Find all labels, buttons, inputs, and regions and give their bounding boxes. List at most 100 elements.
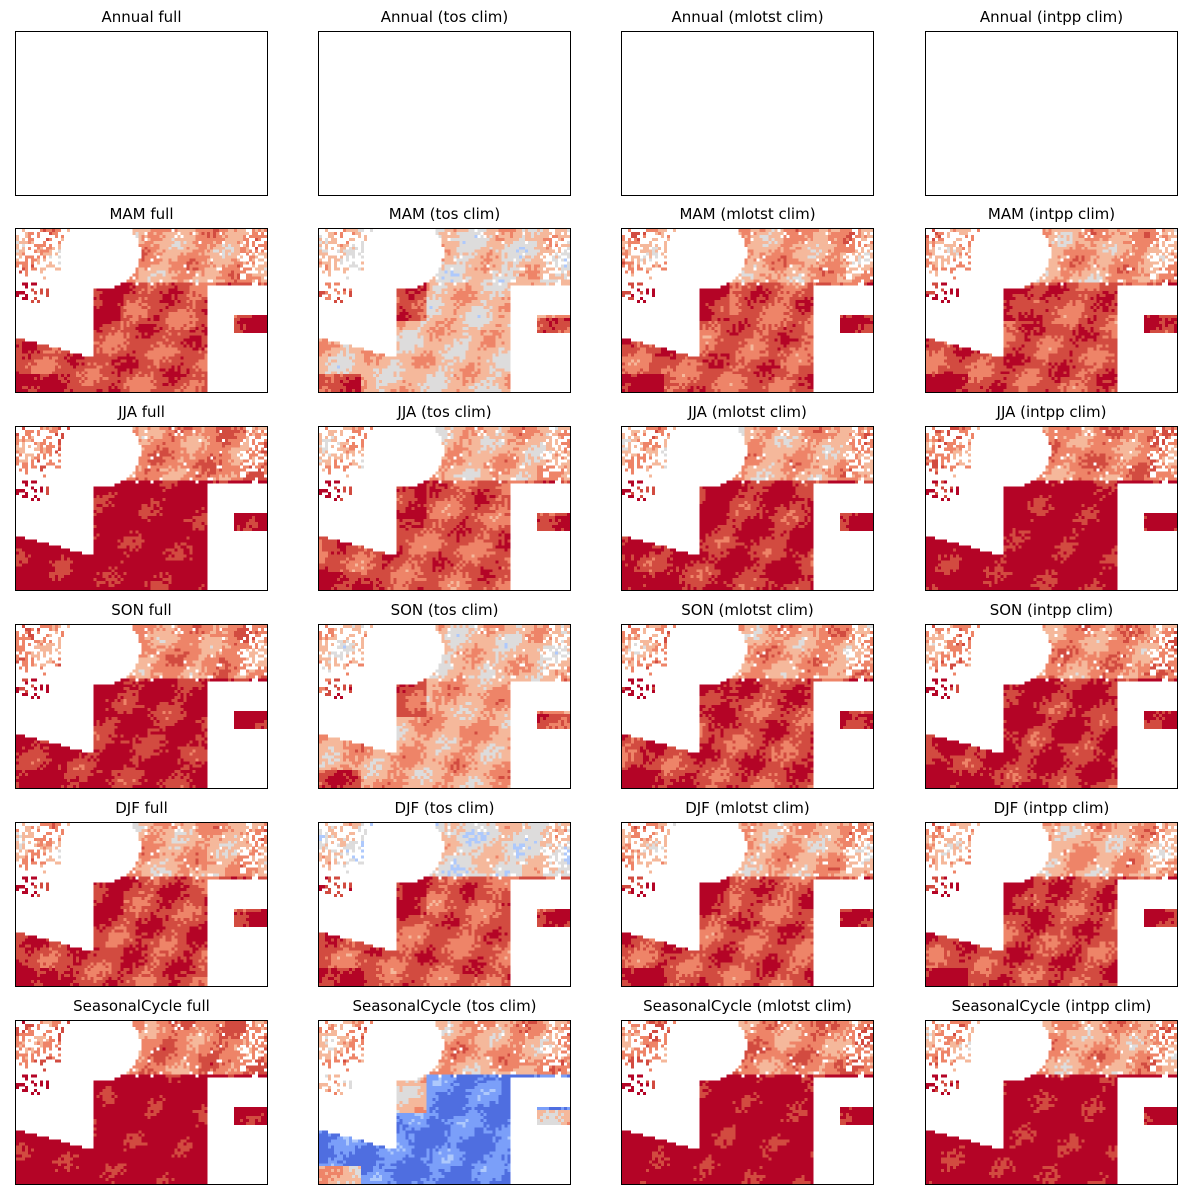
map-cell [450, 356, 454, 360]
map-cell [519, 234, 523, 238]
map-cell [396, 297, 400, 301]
map-cell [24, 347, 29, 351]
map-cell [180, 231, 184, 235]
map-cell [183, 229, 187, 233]
map-cell [405, 350, 409, 354]
map-cell [144, 371, 148, 375]
map-cell [153, 255, 157, 259]
map-cell [141, 291, 145, 295]
map-cell [477, 229, 481, 233]
map-cell [147, 338, 151, 342]
map-cell [93, 329, 97, 333]
map-cell [141, 234, 145, 238]
map-cell [261, 258, 265, 262]
map-cell [405, 314, 409, 318]
map-cell [543, 279, 547, 283]
map-cell [174, 389, 178, 392]
map-cell [159, 309, 163, 313]
map-cell [462, 341, 466, 345]
map-cell [369, 350, 373, 354]
map-cell [102, 329, 106, 333]
map-cell [405, 356, 409, 360]
map-cell [117, 341, 121, 345]
map-panel: Annual (tos clim) [318, 5, 571, 196]
map-cell [513, 282, 517, 286]
map-cell [462, 332, 466, 336]
map-cell [162, 306, 166, 310]
map-cell [120, 386, 124, 390]
map-cell [105, 314, 109, 318]
map-cell [432, 356, 436, 360]
map-cell [486, 270, 490, 274]
map-cell [228, 264, 232, 268]
map-cell [375, 365, 379, 369]
map-cell [429, 350, 433, 354]
map-cell [216, 243, 220, 247]
map-cell [150, 359, 154, 363]
map-cell [222, 261, 226, 265]
map-cell [444, 261, 448, 265]
map-cell [501, 329, 505, 333]
map-cell [486, 306, 490, 310]
map-cell [486, 255, 490, 259]
map-cell [42, 389, 46, 392]
map-cell [522, 249, 526, 253]
map-cell [150, 362, 154, 366]
map-cell [321, 255, 326, 259]
map-cell [159, 359, 163, 363]
map-cell [165, 300, 169, 304]
map-cell [198, 300, 202, 304]
map-cell [438, 234, 442, 238]
map-cell [471, 243, 475, 247]
map-cell [174, 285, 178, 289]
map-cell [132, 229, 136, 233]
map-cell [171, 353, 175, 357]
map-cell [144, 320, 148, 324]
map-cell [246, 240, 250, 244]
map-cell [186, 246, 190, 250]
map-cell [351, 359, 355, 363]
map-cell [75, 353, 79, 357]
map-cell [204, 371, 208, 375]
map-cell [354, 229, 358, 233]
map-cell [117, 356, 121, 360]
map-cell [180, 270, 184, 274]
map-cell [39, 288, 43, 292]
map-cell [399, 311, 403, 316]
map-cell [522, 282, 526, 286]
map-cell [219, 282, 223, 286]
map-cell [195, 314, 199, 318]
map-cell [144, 276, 148, 280]
map-cell [441, 229, 445, 233]
map-cell [150, 332, 154, 336]
map-cell [534, 270, 538, 274]
map-cell [213, 264, 217, 268]
map-cell [201, 380, 205, 384]
map-cell [108, 291, 112, 295]
map-cell [537, 317, 541, 321]
map-cell [507, 264, 511, 268]
map-cell [138, 374, 142, 378]
map-cell [150, 252, 154, 256]
map-cell [342, 350, 346, 354]
map-cell [489, 267, 493, 271]
map-cell [108, 320, 112, 324]
map-cell [456, 285, 460, 289]
map-cell [186, 237, 190, 241]
map-cell [135, 377, 139, 381]
map-cell [441, 362, 445, 366]
map-cell [84, 371, 88, 375]
map-cell [252, 255, 256, 259]
map-cell [510, 273, 514, 277]
map-cell [174, 356, 178, 360]
map-cell [528, 252, 532, 256]
map-cell [528, 240, 532, 244]
map-cell [459, 338, 463, 342]
map-cell [87, 368, 91, 372]
map-cell [534, 231, 538, 235]
map-cell [117, 350, 121, 354]
map-cell [504, 237, 508, 241]
map-cell [111, 341, 115, 345]
map-cell [477, 273, 481, 277]
map-cell [162, 249, 166, 253]
